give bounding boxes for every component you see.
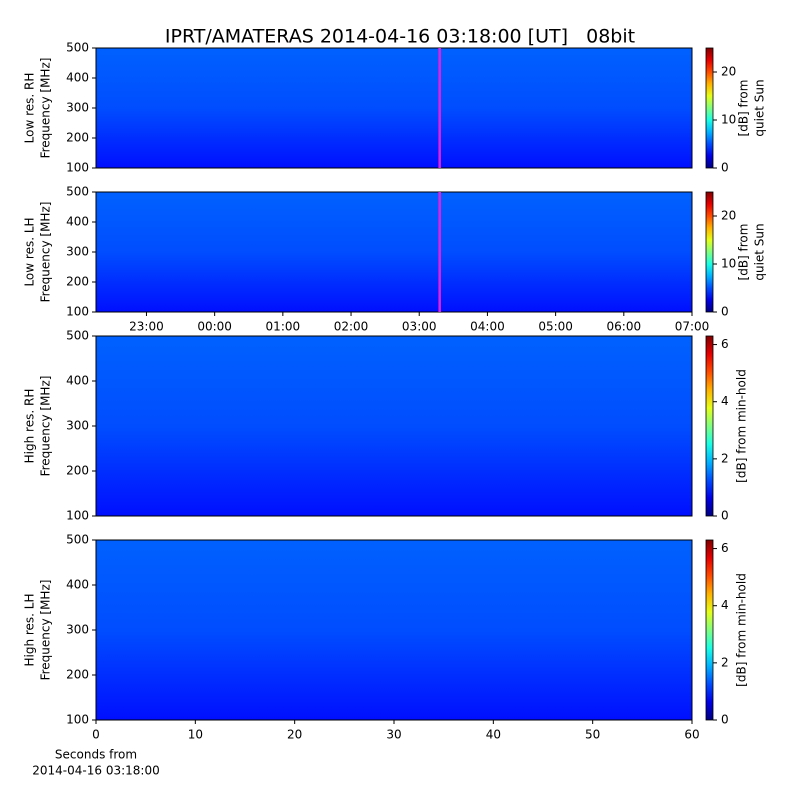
colorbar-tick-label: 6: [721, 337, 729, 351]
colorbar-label: [dB] from: [737, 80, 751, 137]
y-axis-label: Frequency [MHz]: [39, 580, 53, 681]
x-tick-label: 0: [92, 728, 100, 742]
y-tick-label: 400: [66, 578, 89, 592]
x-tick-label: 04:00: [470, 320, 505, 334]
y-axis-label: Low res. RH: [23, 73, 37, 144]
y-tick-label: 300: [66, 245, 89, 259]
colorbar-label: quiet Sun: [753, 223, 767, 280]
x-tick-label: 10: [188, 728, 203, 742]
y-tick-label: 300: [66, 623, 89, 637]
x-tick-label: 30: [386, 728, 401, 742]
y-tick-label: 200: [66, 668, 89, 682]
colorbar-label: [dB] from min-hold: [735, 369, 749, 483]
colorbar-tick-label: 2: [721, 655, 729, 669]
y-axis-label: Frequency [MHz]: [39, 202, 53, 303]
colorbar-tick-label: 20: [721, 209, 736, 223]
x-tick-label: 20: [287, 728, 302, 742]
x-axis-label: 2014-04-16 03:18:00: [32, 764, 159, 778]
heatmap: [96, 48, 692, 168]
colorbar: [705, 539, 714, 721]
colorbar-tick-label: 6: [721, 541, 729, 555]
y-axis-label: Frequency [MHz]: [39, 376, 53, 477]
y-axis-label: High res. LH: [23, 593, 37, 666]
y-tick-label: 100: [66, 713, 89, 727]
colorbar-tick-label: 2: [721, 451, 729, 465]
y-axis-label: High res. RH: [23, 389, 37, 464]
y-tick-label: 500: [66, 533, 89, 547]
y-tick-label: 400: [66, 215, 89, 229]
y-tick-label: 100: [66, 161, 89, 175]
colorbar: [705, 335, 714, 517]
x-tick-label: 05:00: [538, 320, 573, 334]
colorbar-tick-label: 0: [721, 509, 729, 523]
x-tick-label: 60: [684, 728, 699, 742]
colorbar-label: [dB] from min-hold: [735, 573, 749, 687]
x-tick-label: 23:00: [129, 320, 164, 334]
heatmap: [96, 336, 692, 516]
colorbar-tick-label: 4: [721, 598, 729, 612]
y-axis-label: Frequency [MHz]: [39, 58, 53, 159]
heatmap: [96, 192, 692, 312]
x-tick-label: 01:00: [266, 320, 301, 334]
colorbar-tick-label: 20: [721, 65, 736, 79]
x-tick-label: 40: [486, 728, 501, 742]
y-tick-label: 500: [66, 329, 89, 343]
colorbar-tick-label: 0: [721, 161, 729, 175]
figure-title: IPRT/AMATERAS 2014-04-16 03:18:00 [UT] 0…: [165, 26, 635, 48]
y-tick-label: 400: [66, 71, 89, 85]
y-tick-label: 200: [66, 275, 89, 289]
colorbar-tick-label: 10: [721, 257, 736, 271]
colorbar-label: [dB] from: [737, 224, 751, 281]
y-tick-label: 100: [66, 305, 89, 319]
y-tick-label: 200: [66, 131, 89, 145]
colorbar: [705, 191, 714, 313]
y-tick-label: 300: [66, 101, 89, 115]
y-tick-label: 100: [66, 509, 89, 523]
y-axis-label: Low res. LH: [23, 217, 37, 286]
x-tick-label: 03:00: [402, 320, 437, 334]
y-tick-label: 400: [66, 374, 89, 388]
colorbar-tick-label: 0: [721, 305, 729, 319]
x-tick-label: 06:00: [607, 320, 642, 334]
x-axis-label: Seconds from: [55, 748, 137, 762]
colorbar-tick-label: 0: [721, 713, 729, 727]
y-tick-label: 500: [66, 41, 89, 55]
y-tick-label: 300: [66, 419, 89, 433]
colorbar-tick-label: 10: [721, 113, 736, 127]
x-tick-label: 02:00: [334, 320, 369, 334]
x-tick-label: 50: [585, 728, 600, 742]
colorbar-label: quiet Sun: [753, 79, 767, 136]
y-tick-label: 500: [66, 185, 89, 199]
x-tick-label: 07:00: [675, 320, 710, 334]
heatmap: [96, 540, 692, 720]
x-tick-label: 00:00: [197, 320, 232, 334]
colorbar: [705, 47, 714, 169]
colorbar-tick-label: 4: [721, 394, 729, 408]
y-tick-label: 200: [66, 464, 89, 478]
